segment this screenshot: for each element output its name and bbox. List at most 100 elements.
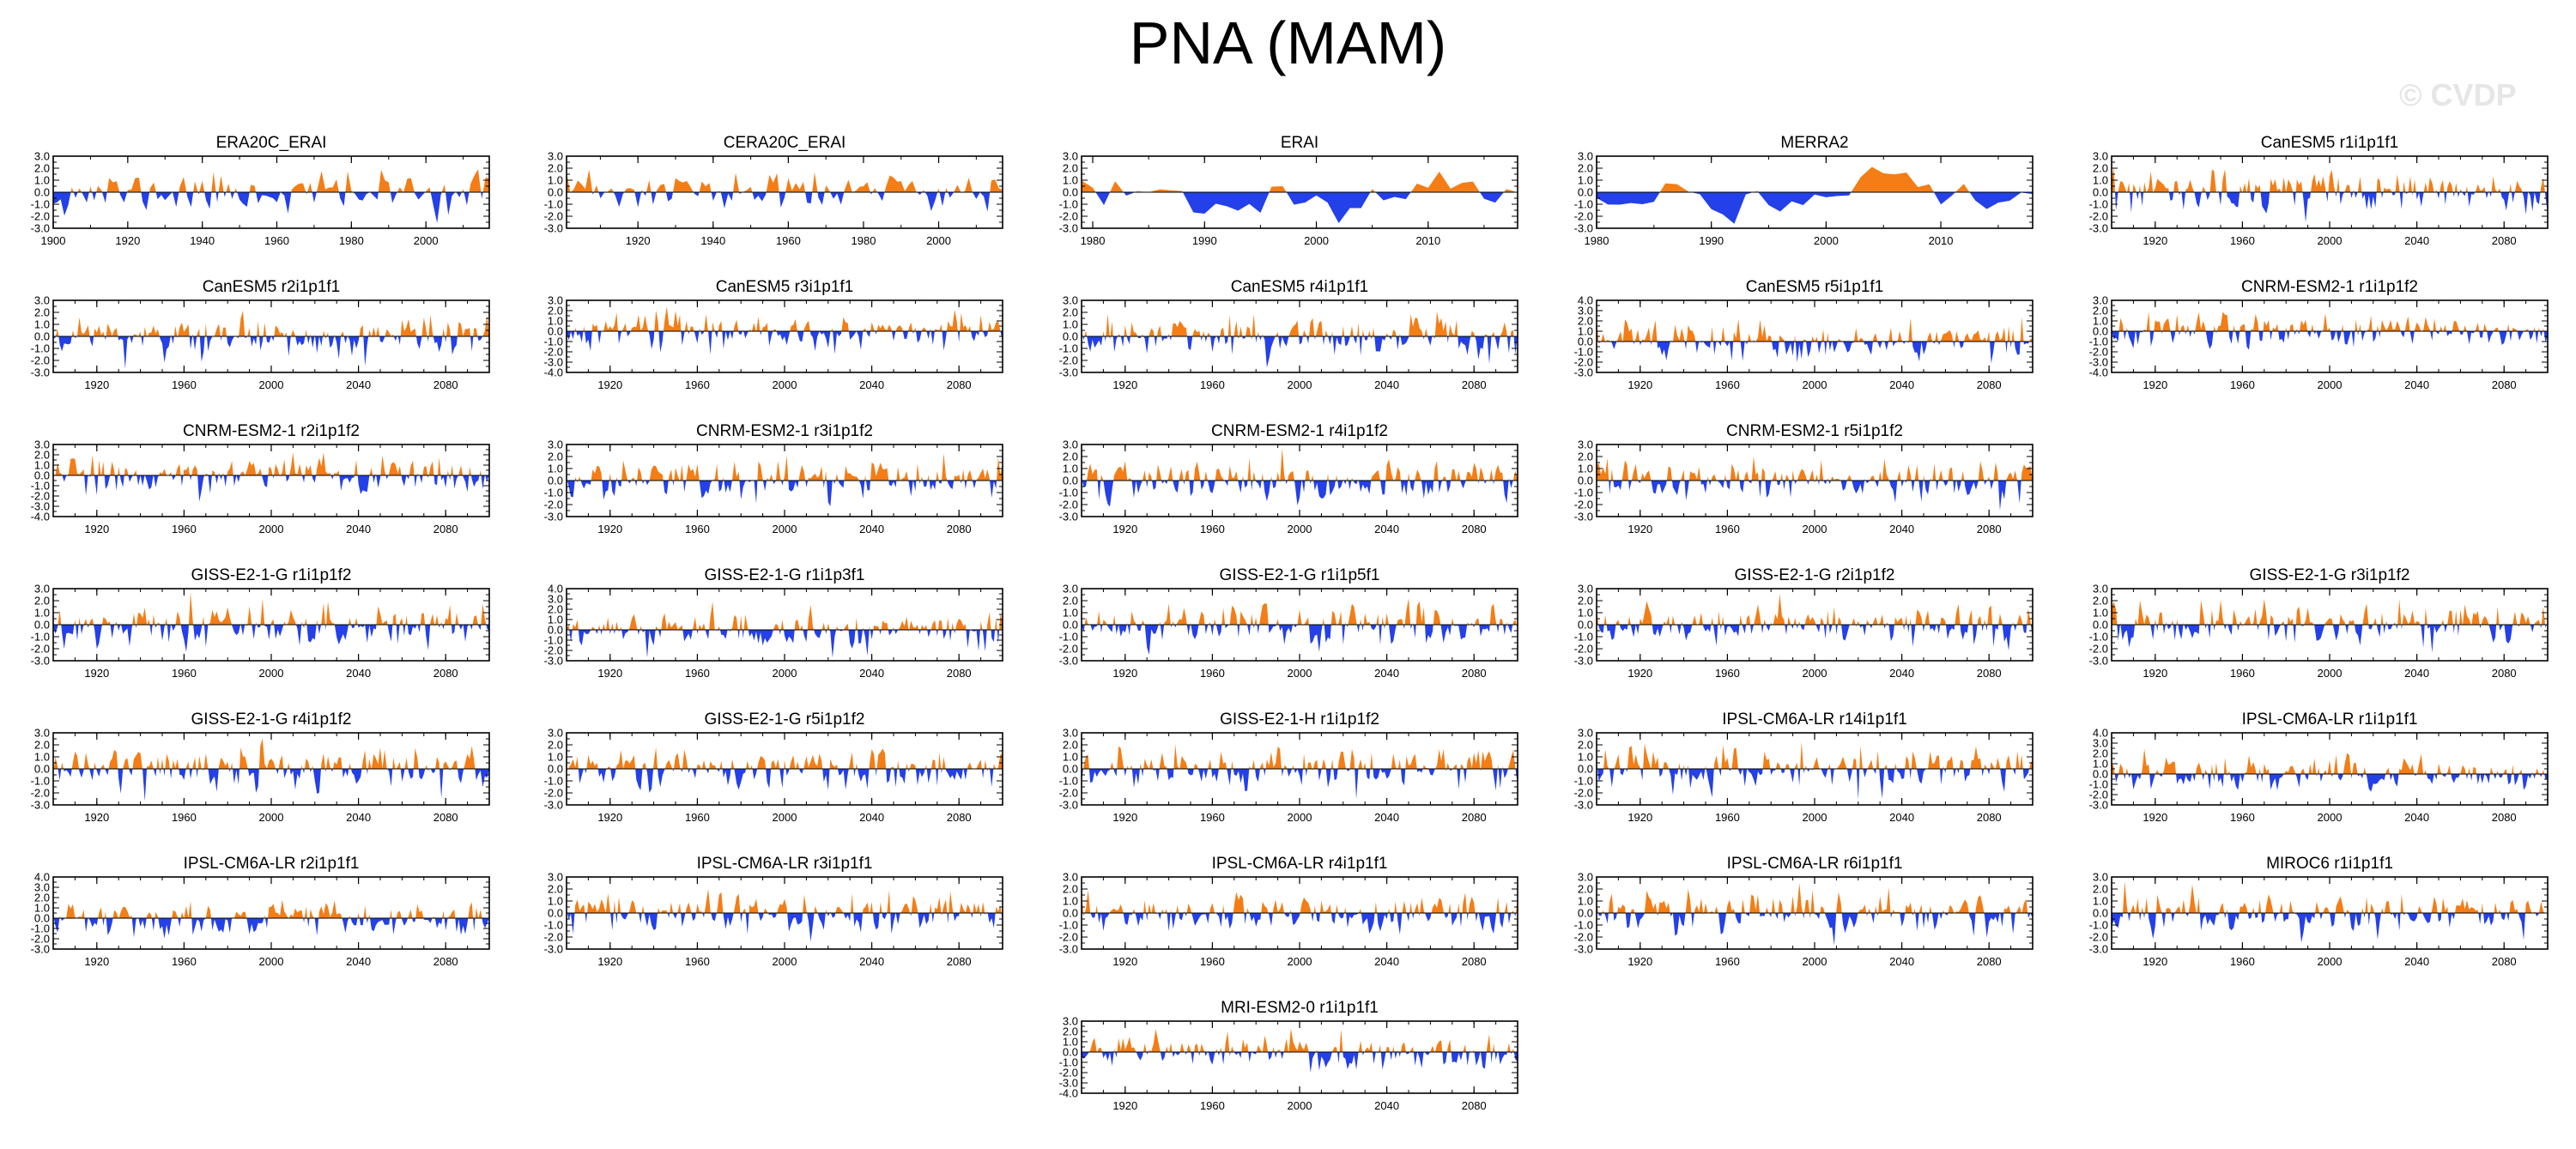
y-tick-label: -2.0 (1059, 931, 1078, 944)
panel-title: GISS-E2-1-G r1i1p3f1 (705, 566, 865, 584)
y-tick-label: -2.0 (544, 644, 563, 657)
y-tick-label: -2.0 (31, 354, 50, 367)
y-tick-label: 1.0 (1063, 751, 1078, 764)
positive-area (567, 306, 1003, 331)
panel-10: CNRM-ESM2-1 r2i1p1f2 3.02.01.00.0-1.0-2.0… (31, 422, 490, 535)
y-tick-label: -1.0 (1059, 775, 1078, 788)
y-tick-label: 3.0 (1578, 305, 1593, 317)
y-tick-label: -2.0 (1574, 931, 1593, 944)
y-tick-label: -3.0 (31, 500, 50, 513)
x-tick-label: 1920 (597, 811, 622, 824)
x-tick-label: 1960 (1715, 667, 1740, 680)
positive-area (567, 888, 1003, 913)
x-tick-label: 1990 (1192, 234, 1217, 247)
y-tick-label: 1.0 (1063, 895, 1078, 908)
panel-title: CNRM-ESM2-1 r1i1p1f2 (2241, 278, 2418, 296)
y-tick-label: 0.0 (548, 186, 563, 199)
y-tick-label: -3.0 (544, 511, 563, 523)
y-tick-label: 3.0 (2093, 294, 2108, 307)
y-tick-label: 2.0 (34, 449, 50, 462)
y-tick-label: -2.0 (1059, 210, 1078, 223)
y-tick-label: -1.0 (544, 634, 563, 647)
negative-area (1597, 481, 2033, 511)
panel-title: CNRM-ESM2-1 r2i1p1f2 (183, 422, 360, 440)
x-tick-label: 2000 (259, 811, 284, 824)
x-tick-label: 2040 (1889, 955, 1914, 968)
y-tick-label: -3.0 (1059, 511, 1078, 523)
x-tick-label: 1980 (852, 234, 876, 247)
y-tick-label: 2.0 (1578, 595, 1593, 608)
y-tick-label: -1.0 (2089, 198, 2108, 211)
panel-title: GISS-E2-1-G r1i1p5f1 (1220, 566, 1380, 584)
negative-area (1082, 913, 1518, 935)
panel-title: GISS-E2-1-G r5i1p1f2 (705, 711, 865, 729)
y-tick-label: 2.0 (1063, 883, 1078, 896)
positive-area (53, 310, 489, 336)
x-tick-label: 2000 (1803, 811, 1827, 824)
negative-area (567, 331, 1003, 355)
y-tick-label: 0.0 (1578, 619, 1593, 632)
panel-25: IPSL-CM6A-LR r3i1p1f1 3.02.01.00.0-1.0-2.… (544, 855, 1003, 968)
x-tick-label: 2080 (947, 811, 972, 824)
x-tick-label: 2080 (433, 667, 458, 680)
y-tick-label: 2.0 (1063, 162, 1078, 175)
x-tick-label: 2000 (259, 523, 284, 535)
y-tick-label: 0.0 (1063, 619, 1078, 632)
y-tick-label: 1.0 (1578, 607, 1593, 620)
panel-title: IPSL-CM6A-LR r4i1p1f1 (1212, 855, 1388, 873)
x-tick-label: 2080 (433, 523, 458, 535)
y-tick-label: -1.0 (31, 342, 50, 355)
x-tick-label: 1990 (1699, 234, 1724, 247)
y-tick-label: 0.0 (1578, 763, 1593, 776)
y-tick-label: 0.0 (1063, 763, 1078, 776)
x-tick-label: 2000 (1288, 811, 1312, 824)
x-tick-label: 1960 (1715, 955, 1740, 968)
x-tick-label: 1960 (1715, 811, 1740, 824)
panel-4: CanESM5 r1i1p1f1 3.02.01.00.0-1.0-2.0-3.0… (2089, 134, 2549, 247)
x-tick-label: 2040 (1889, 523, 1914, 535)
y-tick-label: -2.0 (2089, 789, 2108, 801)
panel-13: CNRM-ESM2-1 r5i1p1f2 3.02.01.00.0-1.0-2.0… (1574, 422, 2034, 535)
y-tick-label: 3.0 (1578, 438, 1593, 451)
negative-area (53, 918, 489, 939)
y-tick-label: -3.0 (1059, 799, 1078, 812)
y-tick-label: 2.0 (34, 595, 50, 608)
y-tick-label: -2.0 (1574, 499, 1593, 511)
x-tick-label: 1980 (1081, 234, 1106, 247)
panel-21: GISS-E2-1-H r1i1p1f2 3.02.01.00.0-1.0-2.0… (1059, 711, 1518, 824)
negative-area (2112, 774, 2548, 792)
x-tick-label: 2000 (1803, 378, 1827, 391)
y-tick-label: 2.0 (1063, 451, 1078, 463)
y-tick-label: 0.0 (2093, 186, 2108, 199)
x-tick-label: 2000 (1288, 955, 1312, 968)
y-tick-label: -1.0 (1574, 487, 1593, 499)
y-tick-label: 3.0 (1063, 583, 1078, 596)
y-tick-label: 1.0 (1578, 463, 1593, 475)
panel-title: IPSL-CM6A-LR r2i1p1f1 (184, 855, 360, 873)
y-tick-label: 2.0 (548, 883, 563, 896)
x-tick-label: 2080 (433, 955, 458, 968)
positive-area (1597, 456, 2033, 481)
negative-area (567, 630, 1003, 658)
y-tick-label: 1.0 (1578, 325, 1593, 338)
y-tick-label: -3.0 (31, 366, 50, 379)
panel-20: GISS-E2-1-G r5i1p1f2 3.02.01.00.0-1.0-2.0… (544, 711, 1003, 824)
y-tick-label: 2.0 (548, 305, 563, 317)
y-tick-label: -2.0 (2089, 931, 2108, 944)
y-tick-label: 0.0 (1578, 475, 1593, 487)
panel-6: CanESM5 r3i1p1f1 3.02.01.00.0-1.0-2.0-3.0… (544, 278, 1003, 391)
x-tick-label: 2000 (1288, 523, 1312, 535)
x-tick-label: 2080 (2492, 667, 2517, 680)
x-tick-label: 2080 (1977, 955, 2002, 968)
x-tick-label: 2040 (859, 523, 884, 535)
y-tick-label: 3.0 (1063, 727, 1078, 740)
y-tick-label: 3.0 (34, 881, 50, 894)
x-tick-label: 1960 (2230, 955, 2255, 968)
x-tick-label: 1920 (1627, 811, 1652, 824)
x-tick-label: 1960 (1200, 667, 1225, 680)
x-tick-label: 2000 (2318, 378, 2343, 391)
negative-area (1082, 192, 1518, 224)
y-tick-label: -3.0 (1574, 655, 1593, 668)
positive-area (53, 592, 489, 625)
